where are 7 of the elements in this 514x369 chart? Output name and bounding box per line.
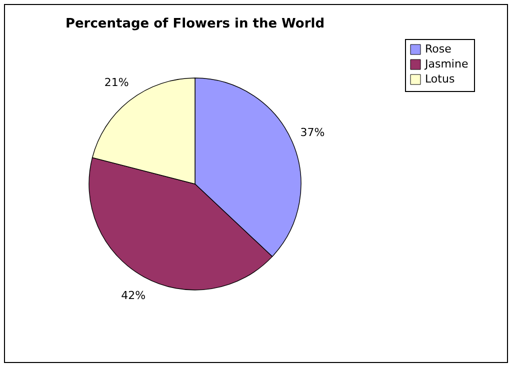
legend-label: Rose — [425, 42, 452, 56]
legend-label: Lotus — [425, 72, 455, 86]
legend-label: Jasmine — [424, 58, 468, 70]
data-label: 37% — [300, 126, 325, 140]
data-label: 21% — [104, 76, 129, 89]
data-label: 42% — [121, 289, 146, 302]
chart-title: Percentage of Flowers in the World — [65, 16, 325, 32]
